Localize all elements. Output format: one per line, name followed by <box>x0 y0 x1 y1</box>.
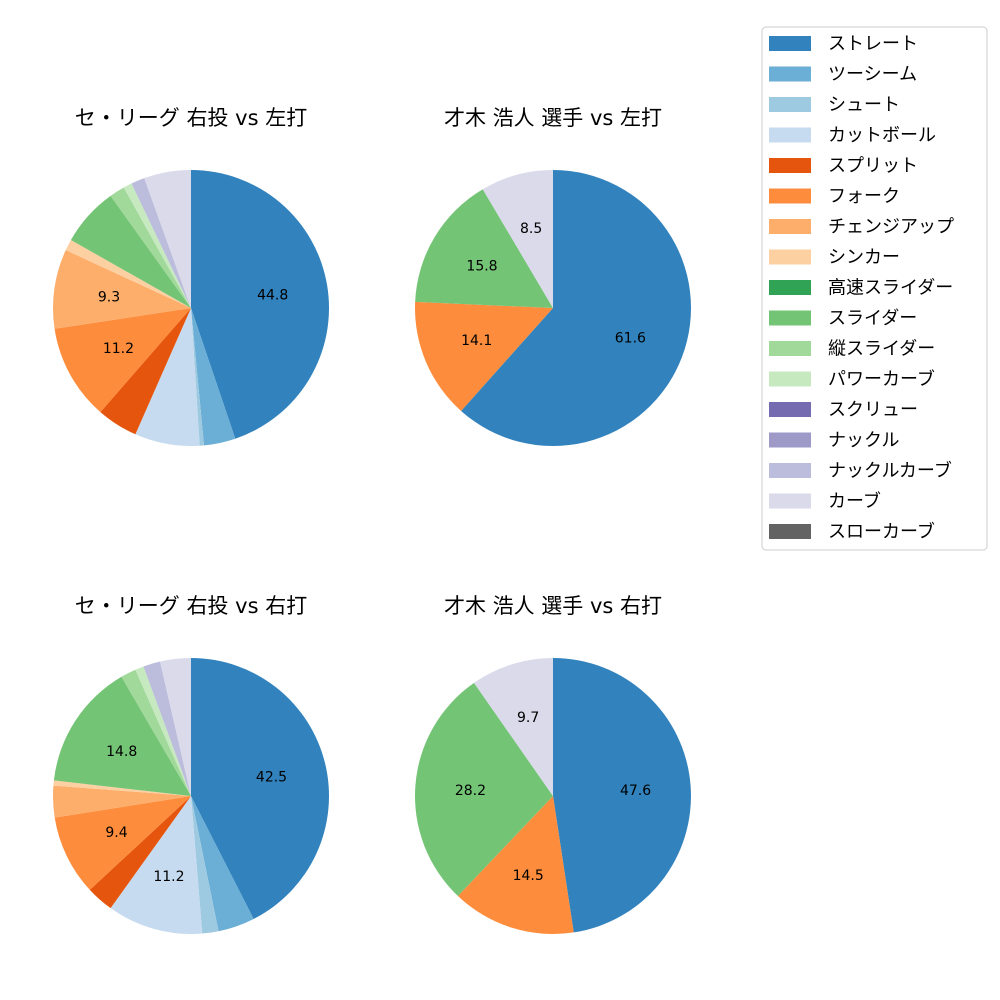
pie-slice <box>110 796 203 934</box>
pie-slice <box>191 796 254 932</box>
legend-label: ナックル <box>828 430 899 451</box>
legend-label: ストレート <box>828 34 918 55</box>
pie-slice <box>54 796 192 890</box>
pie-title: セ・リーグ 右投 vs 左打 <box>75 106 307 130</box>
legend-swatch <box>769 463 811 478</box>
slice-value-label: 14.5 <box>513 868 544 884</box>
legend: ストレートツーシームシュートカットボールスプリットフォークチェンジアップシンカー… <box>761 26 988 551</box>
legend-swatch <box>769 36 811 51</box>
slice-value-label: 9.4 <box>105 825 127 841</box>
legend-swatch <box>769 219 811 234</box>
pie-slice <box>53 250 192 329</box>
legend-label: スローカーブ <box>828 521 935 543</box>
pie-slice <box>65 240 191 308</box>
pie-slice <box>461 170 691 446</box>
pie-slice <box>135 666 191 796</box>
slice-value-label: 44.8 <box>257 288 288 304</box>
legend-label: フォーク <box>828 186 900 207</box>
slice-value-label: 11.2 <box>103 341 134 357</box>
pie-slice <box>54 308 191 413</box>
slice-value-label: 9.7 <box>517 710 539 726</box>
pie-chart-saiki-vs-right: 才木 浩人 選手 vs 右打 47.6 14.5 28.2 9.7 <box>415 594 691 934</box>
legend-label: シンカー <box>828 247 900 268</box>
pie-slice <box>482 170 553 308</box>
pie-slice <box>414 301 553 411</box>
legend-swatch <box>769 402 811 417</box>
pie-chart-league-vs-left: セ・リーグ 右投 vs 左打 44.8 11.2 9.3 <box>53 106 330 447</box>
pie-slice <box>100 308 191 435</box>
slice-value-label: 47.6 <box>620 783 651 799</box>
pie-slice <box>53 780 191 796</box>
slice-value-label: 15.8 <box>466 258 497 274</box>
legend-label: スプリット <box>828 156 918 177</box>
pie-slice <box>135 308 200 447</box>
legend-label: シュート <box>828 95 900 116</box>
legend-swatch <box>769 371 811 387</box>
legend-label: カーブ <box>828 490 881 512</box>
pie-slice <box>457 796 574 934</box>
legend-label: チェンジアップ <box>828 217 954 238</box>
pie-slice <box>53 676 191 796</box>
pie-title: セ・リーグ 右投 vs 右打 <box>75 594 307 618</box>
pie-slice <box>52 785 191 818</box>
legend-swatch <box>769 97 811 112</box>
legend-swatch <box>769 249 811 265</box>
legend-label: ナックルカーブ <box>828 460 952 482</box>
pie-slice <box>121 669 191 796</box>
pie-title: 才木 浩人 選手 vs 左打 <box>444 106 662 130</box>
slice-value-label: 14.1 <box>461 333 492 349</box>
slice-value-label: 8.5 <box>520 221 542 237</box>
legend-swatch <box>769 66 811 82</box>
legend-swatch <box>769 524 811 539</box>
pie-slice <box>191 796 219 934</box>
legend-label: 高速スライダー <box>828 278 953 299</box>
slice-value-label: 28.2 <box>455 783 486 799</box>
pie-slice <box>415 682 553 896</box>
slice-value-label: 11.2 <box>153 869 184 885</box>
slice-value-label: 42.5 <box>256 770 287 786</box>
legend-swatch <box>769 158 811 173</box>
slice-value-label: 9.3 <box>98 289 120 305</box>
legend-swatch <box>769 127 811 143</box>
pie-slice <box>110 187 191 308</box>
pie-slice <box>191 308 204 446</box>
slice-value-label: 14.8 <box>106 744 137 760</box>
pie-slice <box>191 658 330 919</box>
pie-slice <box>160 658 191 796</box>
legend-swatch <box>769 310 811 326</box>
legend-label: パワーカーブ <box>828 368 935 390</box>
pie-chart-league-vs-right: セ・リーグ 右投 vs 右打 42.5 11.2 9.4 14.8 <box>52 594 330 934</box>
pie-slice <box>191 170 330 439</box>
legend-swatch <box>769 188 811 204</box>
legend-swatch <box>769 493 811 509</box>
pie-slice <box>474 658 553 796</box>
legend-swatch <box>769 341 811 356</box>
pie-slice <box>123 183 191 308</box>
pie-slice <box>553 658 691 933</box>
legend-label: スライダー <box>828 308 917 329</box>
pie-slice <box>70 195 191 308</box>
pie-slice <box>143 661 191 796</box>
legend-swatch <box>769 280 811 295</box>
legend-frame <box>761 26 988 551</box>
legend-label: 縦スライダー <box>828 339 935 360</box>
slice-value-label: 61.6 <box>615 331 646 347</box>
legend-label: ツーシーム <box>828 64 917 85</box>
pie-slice <box>144 170 191 308</box>
legend-swatch <box>769 432 811 448</box>
legend-label: カットボール <box>828 125 936 146</box>
pie-chart-saiki-vs-left: 才木 浩人 選手 vs 左打 61.6 14.1 15.8 8.5 <box>414 106 691 446</box>
pie-slice <box>191 308 236 446</box>
pie-slice <box>415 189 553 308</box>
pie-slice <box>89 796 191 909</box>
pie-title: 才木 浩人 選手 vs 右打 <box>444 594 662 618</box>
legend-label: スクリュー <box>828 400 918 421</box>
pie-slice <box>131 178 191 308</box>
